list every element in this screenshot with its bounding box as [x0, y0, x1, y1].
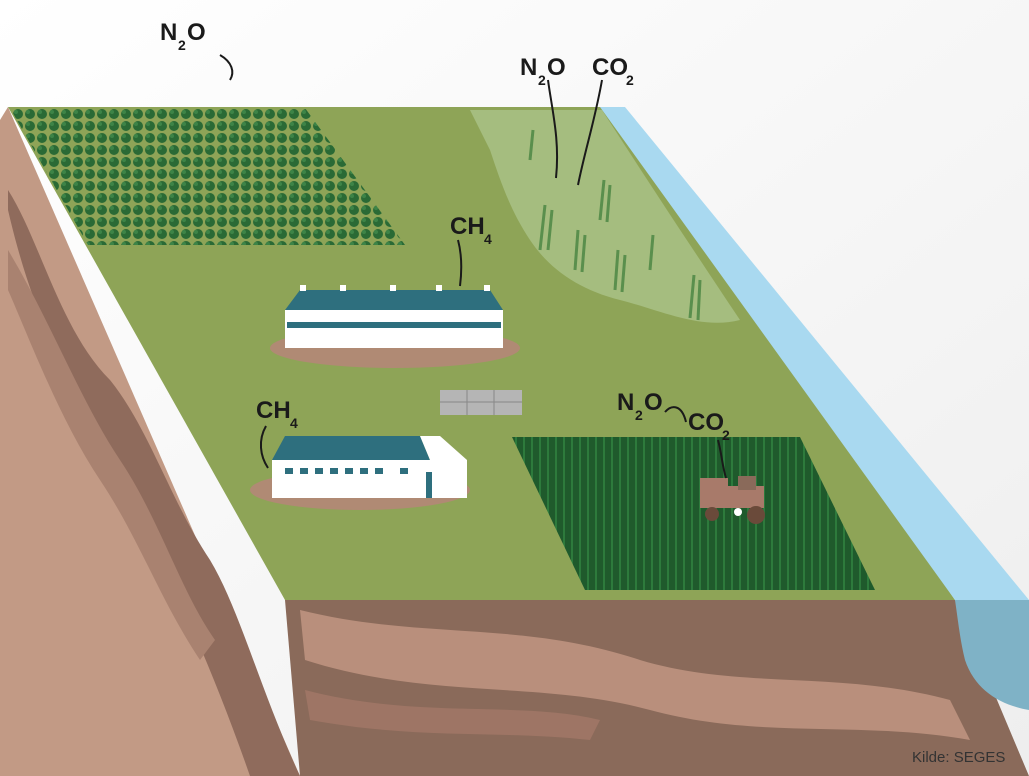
label-wetland-co2: CO 2 — [592, 54, 634, 88]
svg-text:2: 2 — [178, 37, 186, 53]
label-field-co2: CO 2 — [688, 409, 730, 443]
svg-text:4: 4 — [290, 415, 298, 431]
label-top-left-n2o: N 2 O — [160, 19, 206, 53]
emission-lines — [219, 54, 727, 479]
svg-text:2: 2 — [722, 427, 730, 443]
svg-text:CH: CH — [450, 213, 485, 240]
barn-upper — [285, 285, 503, 348]
soil-side-strata — [8, 190, 300, 776]
svg-text:4: 4 — [484, 231, 492, 247]
soil-side-strata-2 — [8, 250, 215, 660]
wetland-zone — [470, 110, 740, 323]
storage-bins — [440, 390, 522, 415]
river — [600, 107, 1029, 600]
barn-lower — [272, 436, 467, 498]
label-shed-ch4: CH 4 — [256, 397, 298, 431]
svg-text:N: N — [617, 389, 634, 416]
svg-text:O: O — [187, 19, 206, 46]
tree-plantation — [10, 108, 405, 245]
svg-text:2: 2 — [538, 72, 546, 88]
svg-text:CO: CO — [688, 409, 724, 436]
label-field-n2o: N 2 O — [617, 389, 663, 423]
tractor — [700, 476, 765, 524]
svg-text:CH: CH — [256, 397, 291, 424]
svg-text:N: N — [520, 54, 537, 81]
lake-front — [955, 600, 1029, 710]
reeds — [528, 129, 702, 321]
label-wetland-n2o: N 2 O — [520, 54, 566, 88]
svg-text:N: N — [160, 19, 177, 46]
soil-front-strata-2 — [305, 690, 600, 740]
svg-text:2: 2 — [626, 72, 634, 88]
label-barn-ch4: CH 4 — [450, 213, 492, 247]
source-credit: Kilde: SEGES — [912, 749, 1005, 766]
soil-front-strata — [300, 610, 970, 740]
svg-text:O: O — [547, 54, 566, 81]
crop-field — [512, 437, 875, 590]
svg-text:CO: CO — [592, 54, 628, 81]
svg-text:2: 2 — [635, 407, 643, 423]
svg-text:O: O — [644, 389, 663, 416]
